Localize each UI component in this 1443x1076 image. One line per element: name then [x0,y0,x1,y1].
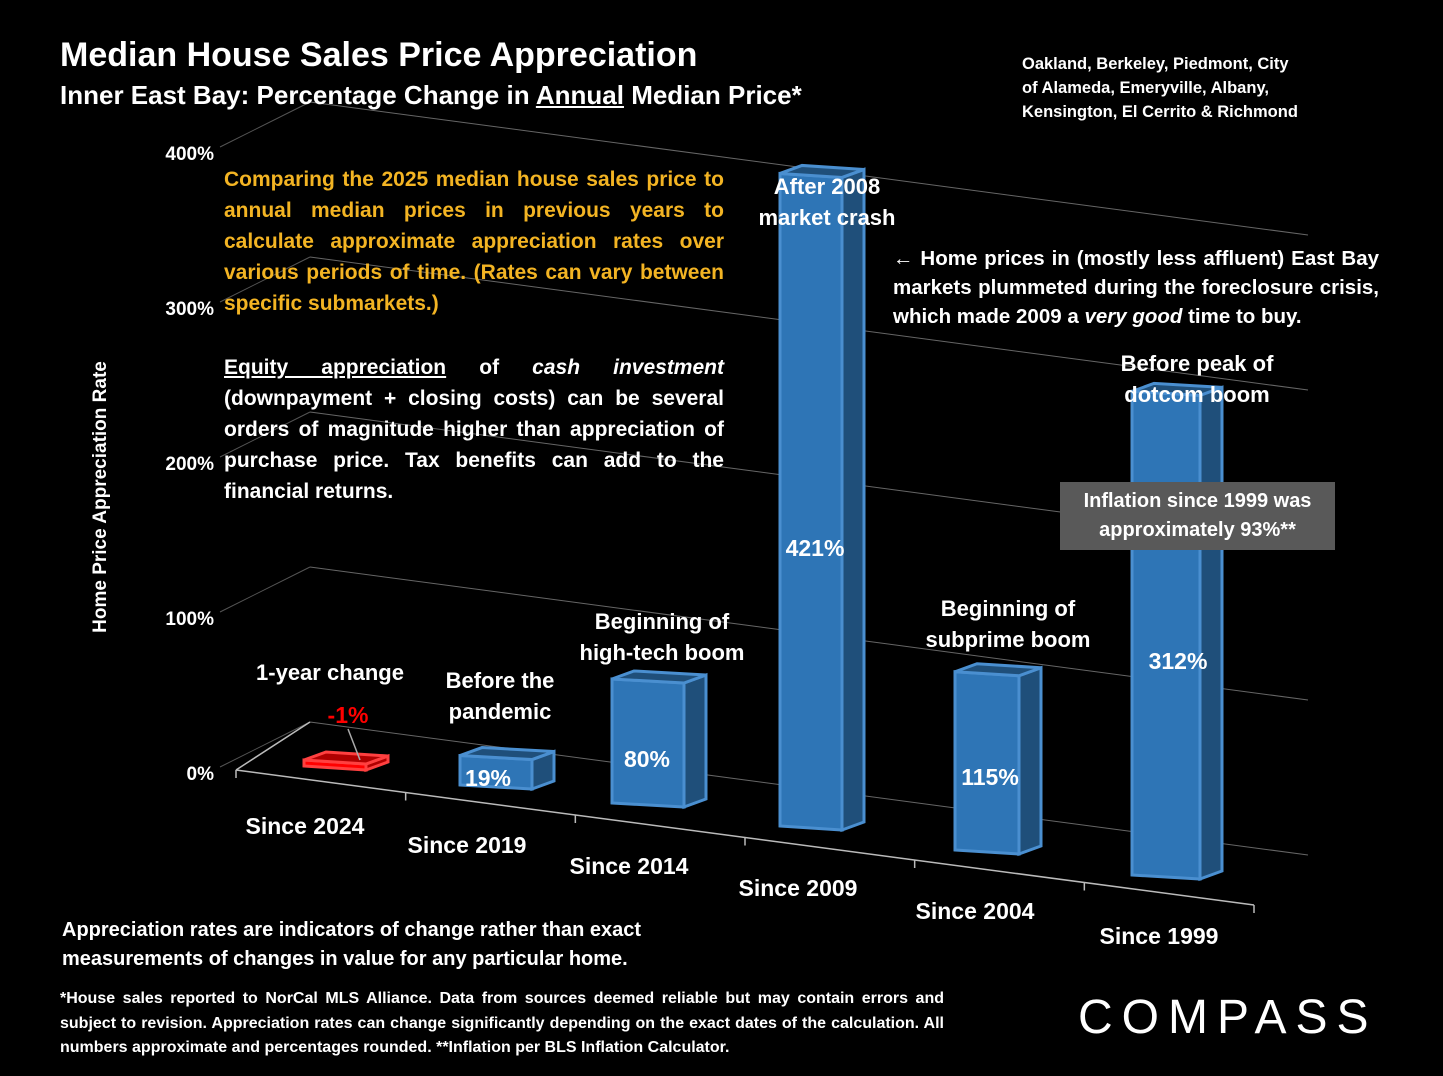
bar-front [1130,389,1202,881]
category-label: Since 2024 [246,813,365,839]
bar-annotation: subprime boom [925,627,1090,652]
bar-top [459,746,555,762]
bar-front [610,677,686,809]
data-label: 80% [624,746,670,772]
y-tick-label: 300% [165,299,214,320]
bar-front [953,670,1021,856]
gridline-side [219,411,311,458]
inflation-callout: Inflation since 1999 was approximately 93… [1060,482,1335,550]
foreclosure-note: ← Home prices in (mostly less affluent) … [893,247,1379,328]
bar-annotation: Before the [446,668,555,693]
compass-logo: COMPASS [1078,991,1378,1044]
bar-annotation: high-tech boom [580,640,745,665]
bar-annotation: After 2008 [774,174,880,199]
bar-top [954,662,1042,678]
region-list: Oakland, Berkeley, Piedmont, City of Ala… [1022,55,1298,121]
category-label: Since 1999 [1100,923,1219,949]
footnote: *House sales reported to NorCal MLS Alli… [60,990,944,1056]
y-tick-labels: 0% 100% 200% 300% 400% [165,144,214,785]
y-tick-label: 0% [187,764,215,785]
category-labels: Since 2024 Since 2019 Since 2014 Since 2009… [246,813,1219,949]
bar-annotation: Beginning of [595,609,730,634]
bar-top [779,163,865,179]
equity-note: Equity appreciation of cash investment (… [224,356,724,503]
category-label: Since 2014 [570,853,689,879]
bar-front [778,171,844,832]
bar-side [1198,385,1224,882]
data-label: 312% [1149,648,1208,674]
bar-top [303,750,389,766]
bar-annotations: 1-year change Before the pandemic Beginning… [256,174,1274,724]
category-label: Since 2019 [408,832,527,858]
bar-top [1131,381,1223,397]
y-tick-label: 100% [165,609,214,630]
appreciation-disclaimer: Appreciation rates are indicators of cha… [62,919,642,970]
category-label: Since 2009 [739,875,858,901]
page-title: Median House Sales Price Appreciation [60,36,698,74]
page-subtitle: Inner East Bay: Percentage Change in Ann… [60,80,802,110]
gridline-side [219,566,311,613]
data-label-leader [347,728,361,761]
bar-annotation: Before peak of [1121,351,1274,376]
gridline-side [219,256,311,303]
y-tick-label: 400% [165,144,214,165]
y-tick-label: 200% [165,454,214,475]
data-label: -1% [328,702,369,728]
bar-side [840,167,866,833]
bar-side [1017,665,1043,857]
gridline-side [219,101,311,148]
data-label: 19% [465,765,511,791]
bar-annotation: pandemic [449,699,552,724]
y-axis-title: Home Price Appreciation Rate [90,361,111,633]
bar-annotation: 1-year change [256,660,404,685]
bar-annotation: Beginning of [941,596,1076,621]
data-label: 421% [786,535,845,561]
bar-annotation: market crash [759,205,896,230]
axes [235,721,1255,913]
comparison-note: Comparing the 2025 median house sales pr… [224,168,724,315]
data-label: 115% [961,764,1019,790]
floor-side [235,721,311,771]
bar-annotation: dotcom boom [1124,382,1269,407]
gridline-side [219,721,311,768]
bar-side [682,672,708,810]
category-label: Since 2004 [916,898,1035,924]
bar-top [611,669,707,685]
